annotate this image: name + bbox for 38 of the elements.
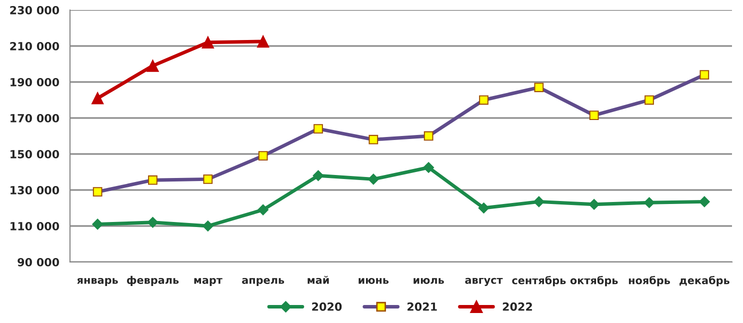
point — [478, 202, 490, 214]
point — [368, 174, 379, 185]
x-tick-label: май — [308, 276, 329, 284]
y-tick-label: 190 000 — [10, 78, 60, 86]
x-tick-label: август — [465, 278, 503, 286]
point — [92, 218, 104, 230]
x-tick-label: сентябрь — [512, 276, 566, 286]
legend-label: 2021 — [408, 302, 437, 311]
point — [202, 220, 214, 232]
point — [533, 196, 544, 208]
point — [258, 204, 269, 216]
y-tick-label: 150 000 — [10, 150, 60, 158]
y-tick-label: 210 000 — [10, 42, 60, 50]
y-tick-label: 90 000 — [18, 258, 60, 266]
y-tick-label: 110 000 — [10, 222, 60, 230]
x-tick-label: апрель — [242, 278, 284, 286]
point — [698, 196, 710, 208]
point — [257, 35, 270, 48]
x-tick-label: январь — [77, 278, 118, 286]
point — [147, 216, 158, 228]
point — [146, 60, 159, 72]
x-tick-label: июнь — [358, 278, 389, 284]
x-tick-label: октябрь — [570, 276, 618, 286]
y-tick-label: 130 000 — [10, 186, 60, 194]
y-tick-label: 170 000 — [10, 114, 60, 122]
x-tick-label: июль — [414, 278, 444, 284]
point — [644, 197, 655, 208]
y-tick-label: 230 000 — [10, 6, 60, 14]
point — [202, 36, 214, 48]
legend-label: 2022 — [502, 302, 532, 311]
point — [312, 170, 324, 182]
point — [92, 92, 104, 104]
x-tick-label: март — [194, 278, 222, 286]
x-tick-label: декабрь — [680, 276, 730, 286]
point — [423, 162, 434, 173]
x-tick-label: февраль — [126, 276, 179, 286]
legend-label: 2020 — [312, 302, 342, 311]
x-tick-label: ноябрь — [628, 276, 670, 286]
